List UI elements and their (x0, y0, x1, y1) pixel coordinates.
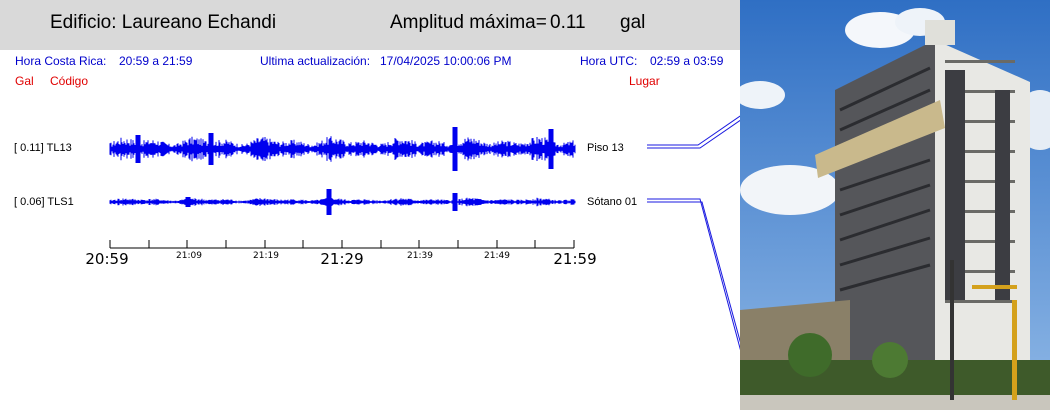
trace2-waveform (109, 189, 576, 215)
local-time-label: Hora Costa Rica: (15, 54, 107, 68)
trace1-waveform (109, 127, 576, 171)
utc-label: Hora UTC: (580, 54, 638, 68)
tick-label-21-09: 21:09 (176, 251, 202, 261)
update-value: 17/04/2025 10:00:06 PM (380, 54, 512, 68)
leader-lines (647, 115, 740, 351)
gal-column-label: Gal (15, 74, 34, 88)
header-bar: Edificio: Laureano Echandi Amplitud máxi… (0, 0, 740, 50)
place-column-label: Lugar (629, 74, 660, 88)
channel-tl13-place: Piso 13 (587, 142, 624, 154)
building-title: Edificio: Laureano Echandi (50, 12, 277, 33)
code-column-label: Código (50, 74, 89, 88)
time-axis (109, 240, 575, 249)
utc-value: 02:59 a 03:59 (650, 54, 724, 68)
channel-tl13-code: [ 0.11] TL13 (14, 142, 72, 154)
channel-tls1-code: [ 0.06] TLS1 (14, 196, 74, 208)
trace-tl13 (109, 127, 576, 171)
tick-label-21-59: 21:59 (553, 250, 597, 268)
local-time-value: 20:59 a 21:59 (119, 54, 193, 68)
trace-tls1 (109, 189, 576, 215)
channel-tls1-place: Sótano 01 (587, 196, 638, 208)
tick-label-21-39: 21:39 (407, 251, 433, 261)
amplitude-label: Amplitud máxima= (390, 12, 547, 33)
update-label: Ultima actualización: (260, 54, 371, 68)
seismogram-plot (109, 115, 740, 351)
tick-label-20-59: 20:59 (85, 250, 129, 268)
building-photo (740, 0, 1050, 410)
tick-label-21-19: 21:19 (253, 251, 279, 261)
amplitude-unit: gal (620, 12, 646, 33)
amplitude-value: 0.11 (550, 12, 586, 33)
tick-label-21-29: 21:29 (320, 250, 364, 268)
tick-label-21-49: 21:49 (484, 251, 510, 261)
